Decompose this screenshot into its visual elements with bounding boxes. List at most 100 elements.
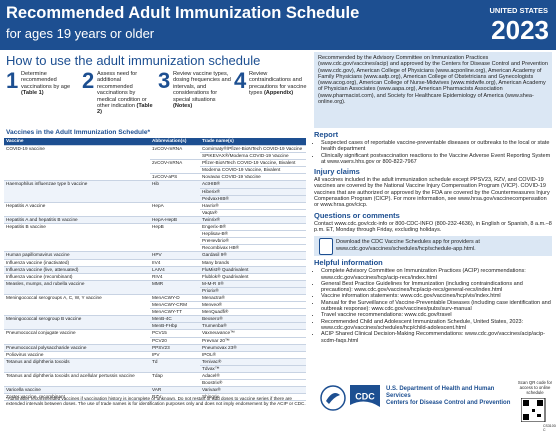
step-text: Determine recommended vaccinations by ag… (21, 71, 79, 97)
abbreviation: 1vCOV-mRNA (150, 145, 200, 161)
trade-name: FluMist® Quadrivalent (200, 266, 306, 274)
right-column: Recommended by the Advisory Committee on… (314, 52, 552, 344)
app-box: Download the CDC Vaccine Schedules app f… (314, 236, 552, 257)
qr-block (523, 400, 529, 406)
vaccine-name: Pneumococcal conjugate vaccine (4, 329, 150, 345)
injury-title: Injury claims (314, 167, 360, 177)
trade-name: Trumenba® (200, 322, 306, 331)
approval-box: Recommended by the Advisory Committee on… (314, 52, 552, 128)
table-row: Human papillomavirus vaccine HPV Gardasil … (4, 251, 306, 260)
app-text: Download the CDC Vaccine Schedules app f… (336, 239, 480, 252)
step: 4 Review contraindications and precaution… (234, 70, 310, 126)
step: 2 Assess need for additional recommended … (82, 70, 158, 126)
trade-name: Adacel® (200, 372, 306, 381)
trade-name: Twinrix® (200, 216, 306, 225)
hhs-eagle (326, 393, 340, 404)
trade-name: Pfizer-BioNTech COVID-19 Vaccine, Bivale… (200, 159, 306, 168)
report-list: Suspected cases of reportable vaccine-pr… (314, 140, 552, 165)
footnote: *Administer recommended vaccines if vacc… (6, 396, 306, 407)
step-description: Review contraindications and precautions… (249, 71, 307, 97)
abbreviation: 2vCOV-mRNA (150, 159, 200, 175)
abbreviation: HepA-HepB (150, 216, 200, 225)
table-row: MenB-FHbp Trumenba® (4, 322, 306, 331)
qr-block (537, 414, 541, 417)
step-number: 3 (158, 68, 171, 93)
injury-text: All vaccines included in the adult immun… (314, 177, 550, 209)
trade-name: Menveo® (200, 301, 306, 310)
abbreviation: RIV4 (150, 273, 200, 281)
trade-name: Menactra® (200, 294, 306, 303)
step-number: 2 (82, 68, 95, 93)
table-row: PCV20 Prevnar 20™ (4, 337, 306, 345)
trade-name: PreHevbrio® (200, 237, 306, 246)
trade-name: Recombivax HB® (200, 244, 306, 253)
abbreviation: MMR (150, 280, 200, 295)
helpful-item: Recommended Child and Adolescent Immuniz… (321, 319, 552, 332)
country: UNITED STATES (489, 6, 548, 15)
agency: U.S. Department of Health and Human Serv… (386, 386, 512, 407)
vaccine-name: Tetanus and diphtheria toxoids and acell… (4, 372, 150, 388)
cdc-swoosh (350, 401, 380, 411)
abbreviation: IPV (150, 351, 200, 359)
questions-text: Contact www.cdc.gov/cdc-info or 800-CDC-… (314, 220, 552, 233)
questions-title: Questions or comments (314, 210, 400, 220)
table-row: Influenza vaccine (live, attenuated) LAIV… (4, 266, 306, 274)
column-header: Abbreviation(s) (150, 138, 200, 146)
trade-name: SPIKEVAX®/Moderna COVID-19 Vaccine (200, 152, 306, 161)
trade-name: M-M-R II® (200, 280, 306, 288)
step-ref: (Table 1) (21, 90, 44, 97)
step-number: 1 (6, 68, 19, 93)
vaccine-name: Poliovirus vaccine (4, 351, 150, 359)
table-row: Influenza vaccine (inactivated) IIV4 Many … (4, 259, 306, 267)
helpful-item: Complete Advisory Committee on Immunizat… (321, 268, 552, 281)
trade-name: Hiberix® (200, 188, 306, 196)
trade-name: Varivax® (200, 386, 306, 395)
step-number: 4 (234, 68, 247, 93)
vaccine-name: Hepatitis A vaccine (4, 202, 150, 217)
table-row: 2vCOV-mRNA Pfizer-BioNTech COVID-19 Vacci… (4, 159, 306, 175)
table-row: Pneumococcal conjugate vaccine PCV15 Vaxne… (4, 329, 306, 345)
how-to-title: How to use the adult immunization schedu… (6, 53, 261, 68)
table-row: Pneumococcal polysaccharide vaccine PPSV2… (4, 344, 306, 352)
table-row: MenACWY-CRM Menveo® (4, 301, 306, 310)
vaccine-name: Pneumococcal polysaccharide vaccine (4, 344, 150, 352)
table-row: Varicella vaccine VAR Varivax® (4, 386, 306, 395)
trade-name: Moderna COVID-19 Vaccine, Bivalent (200, 166, 306, 175)
abbreviation: MenB-FHbp (150, 322, 200, 331)
vaccine-name: Influenza vaccine (recombinant) (4, 273, 150, 281)
table-row: 1vCOV-aPS Novavax COVID-19 Vaccine (4, 173, 306, 182)
vaccine-name: Zoster vaccine, recombinant (4, 393, 150, 402)
abbreviation: MenACWY-TT (150, 308, 200, 317)
trade-name: MenQuadfi® (200, 308, 306, 317)
qr-text: Scan QR code for access to online schedu… (517, 380, 553, 395)
cdc-logo-text: CDC (355, 391, 375, 401)
abbreviation: MenACWY-D (150, 294, 200, 303)
helpful-item: Travel vaccine recommendations: www.cdc.… (321, 312, 552, 318)
header: Recommended Adult Immunization Schedule … (0, 0, 556, 50)
table-row: Meningococcal serogroup B vaccine MenB-4C… (4, 315, 306, 331)
trade-name: IPOL® (200, 351, 306, 359)
vaccine-name: Hepatitis A and hepatitis B vaccine (4, 216, 150, 225)
vaccine-name: Human papillomavirus vaccine (4, 251, 150, 260)
step: 1 Determine recommended vaccinations by a… (6, 70, 82, 126)
trade-name: Boostrix® (200, 379, 306, 388)
column-header: Vaccine (4, 138, 150, 146)
helpful-item: Vaccine information statements: www.cdc.… (321, 293, 552, 299)
table-row: Haemophilus influenzae type b vaccine Hib… (4, 180, 306, 203)
trade-name: Vaqta® (200, 209, 306, 217)
abbreviation: 1vCOV-aPS (150, 173, 200, 182)
helpful-item: Manual for the Surveillance of Vaccine-P… (321, 300, 552, 313)
column-header: Trade name(s) (200, 138, 306, 146)
code: CS310021-C (543, 424, 556, 432)
abbreviation: RZV (150, 393, 200, 402)
step-ref: (Notes) (173, 103, 193, 110)
trade-name: Prevnar 20™ (200, 337, 306, 345)
table-row: Poliovirus vaccine IPV IPOL® (4, 351, 306, 359)
helpful-list: Complete Advisory Committee on Immunizat… (314, 268, 552, 344)
trade-name: Bexsero® (200, 315, 306, 324)
vaccine-name: Meningococcal serogroup B vaccine (4, 315, 150, 331)
vaccine-name: COVID-19 vaccine (4, 145, 150, 182)
cdc-name: Centers for Disease Control and Preventi… (386, 400, 511, 406)
trade-name: Heplisav-B® (200, 230, 306, 239)
table-row: Hepatitis A and hepatitis B vaccine HepA-… (4, 216, 306, 225)
